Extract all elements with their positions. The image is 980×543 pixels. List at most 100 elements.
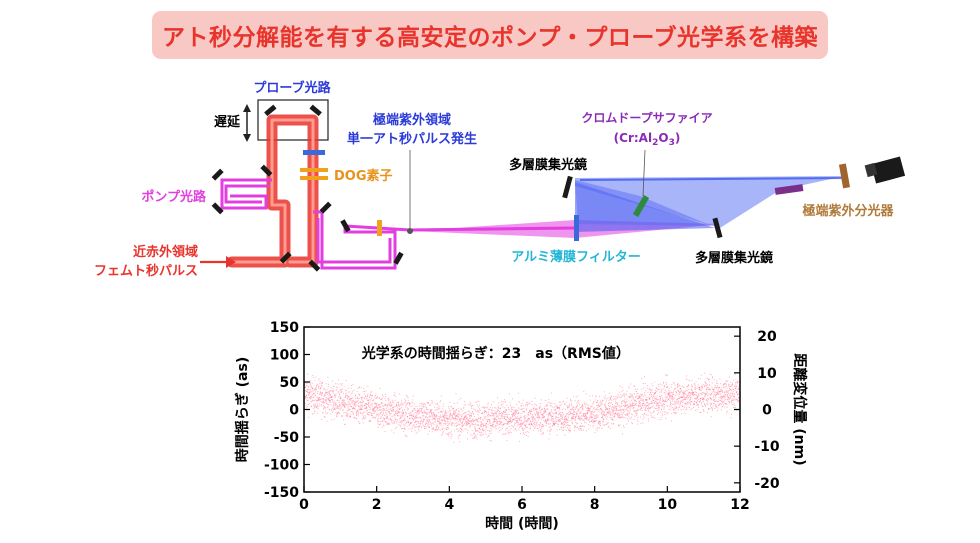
data-point (459, 435, 461, 437)
data-point (549, 429, 551, 431)
data-point (541, 409, 543, 411)
data-point (548, 426, 550, 428)
data-point (457, 415, 459, 417)
data-point (487, 402, 489, 404)
data-point (502, 406, 504, 408)
data-point (375, 397, 377, 399)
data-point (544, 408, 546, 410)
data-point (736, 385, 738, 387)
data-point (480, 429, 482, 431)
data-point (595, 428, 597, 430)
data-point (592, 426, 594, 428)
data-point (554, 423, 556, 425)
data-point (376, 406, 378, 408)
data-point (586, 412, 588, 414)
data-point (640, 407, 642, 409)
data-point (727, 381, 729, 383)
data-point (499, 427, 501, 428)
data-point (467, 430, 469, 431)
data-point (662, 404, 664, 406)
data-point (532, 419, 534, 421)
data-point (455, 410, 457, 412)
data-point (596, 408, 598, 410)
data-point (479, 409, 481, 411)
data-point (396, 404, 398, 406)
data-point (402, 403, 404, 405)
x-tick-label: 10 (658, 497, 678, 513)
data-point (685, 399, 686, 400)
data-point (456, 428, 458, 430)
data-point (702, 401, 704, 403)
data-point (447, 425, 449, 426)
data-point (626, 398, 628, 400)
data-point (637, 409, 639, 411)
data-point (519, 422, 521, 424)
data-point (436, 428, 438, 430)
data-point (638, 397, 640, 398)
data-point (587, 407, 589, 409)
data-point (438, 427, 440, 429)
data-point (444, 421, 446, 423)
data-point (500, 429, 502, 431)
data-point (702, 399, 704, 401)
data-point (323, 395, 325, 397)
data-point (636, 410, 638, 412)
data-point (420, 404, 422, 406)
data-point (373, 409, 375, 411)
data-point (426, 412, 428, 414)
data-point (617, 394, 619, 396)
data-point (320, 388, 322, 389)
data-point (654, 398, 656, 400)
data-point (704, 384, 706, 386)
data-point (509, 416, 511, 418)
data-point (498, 431, 500, 433)
data-point (463, 416, 465, 418)
data-point (438, 406, 440, 408)
data-point (369, 411, 371, 413)
data-point (393, 394, 395, 396)
data-point (714, 384, 716, 386)
data-point (455, 415, 457, 417)
data-point (588, 418, 590, 420)
data-point (417, 411, 419, 413)
data-point (527, 413, 529, 415)
data-point (646, 405, 648, 407)
data-point (369, 401, 371, 403)
data-point (377, 426, 379, 428)
scatter-points (304, 372, 741, 443)
data-point (578, 413, 580, 415)
data-point (344, 405, 346, 407)
data-point (713, 399, 715, 400)
data-point (330, 386, 332, 388)
data-point (523, 416, 525, 418)
data-point (361, 412, 363, 414)
y-tick-label: -50 (274, 430, 300, 446)
data-point (623, 395, 625, 397)
data-point (702, 396, 704, 398)
data-point (432, 418, 434, 420)
data-point (520, 405, 522, 407)
data-point (557, 406, 559, 408)
data-point (732, 400, 734, 402)
data-point (707, 388, 709, 390)
data-point (689, 402, 691, 404)
data-point (505, 409, 507, 411)
data-point (455, 421, 457, 423)
data-point (313, 396, 315, 398)
data-point (388, 423, 389, 425)
data-point (407, 396, 409, 398)
data-point (483, 423, 485, 425)
data-point (611, 399, 613, 401)
data-point (493, 426, 495, 428)
data-point (581, 429, 583, 431)
data-point (735, 399, 737, 401)
data-point (447, 433, 449, 435)
data-point (682, 397, 684, 398)
data-point (437, 420, 439, 422)
data-point (603, 413, 605, 415)
data-point (606, 413, 608, 415)
data-point (394, 414, 396, 415)
data-point (315, 389, 317, 391)
data-point (501, 413, 503, 415)
data-point (490, 432, 492, 434)
